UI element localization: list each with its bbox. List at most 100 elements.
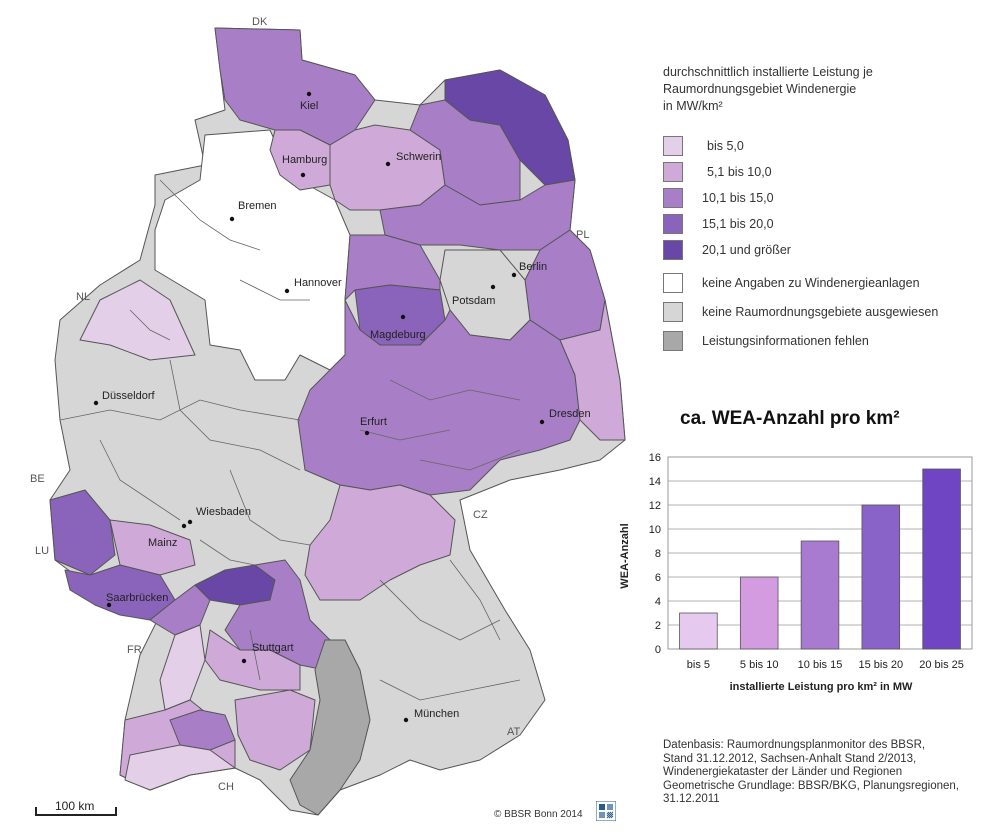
city-dot-hamburg (300, 172, 306, 178)
country-label-ch: CH (218, 781, 234, 793)
country-label-dk: DK (252, 16, 268, 28)
city-dot-dresden (539, 419, 545, 425)
copyright: © BBSR Bonn 2014 (494, 809, 583, 820)
legend-title-line-2: Raumordnungsgebiet Windenergie (663, 82, 857, 96)
chart-category-label: 5 bis 10 (740, 659, 779, 671)
country-label-lu: LU (35, 545, 49, 557)
legend-label: bis 5,0 (707, 139, 744, 153)
city-label-stuttgart: Stuttgart (252, 642, 294, 654)
chart-bar (922, 468, 961, 650)
country-label-nl: NL (76, 291, 90, 303)
chart-ylabel: WEA-Anzahl (619, 523, 631, 588)
country-label-at: AT (507, 726, 521, 738)
city-dot-magdeburg (400, 314, 406, 320)
chart-category-label: 20 bis 25 (919, 659, 964, 671)
city-label-erfurt: Erfurt (360, 416, 387, 428)
legend-swatch (663, 162, 683, 182)
city-label-saarbruecken: Saarbrücken (106, 592, 168, 604)
city-dot-potsdam (490, 284, 496, 290)
city-label-schwerin: Schwerin (396, 151, 441, 163)
legend-swatch (663, 273, 683, 293)
legend-title-line-3: in MW/km² (663, 99, 723, 113)
country-label-cz: CZ (473, 509, 488, 521)
chart-category-label: 15 bis 20 (858, 659, 903, 671)
map-region-bb-north (379, 179, 576, 251)
map-region-stuttgart (204, 629, 301, 691)
legend-label: keine Raumordnungsgebiete ausgewiesen (702, 305, 939, 319)
map-region-wue-south (234, 689, 316, 771)
city-label-wiesbaden: Wiesbaden (196, 506, 251, 518)
chart-bar (861, 504, 901, 650)
city-label-duesseldorf: Düsseldorf (102, 390, 156, 402)
footer-line-1: Datenbasis: Raumordnungsplanmonitor des … (663, 739, 926, 751)
footer-line-2: Stand 31.12.2012, Sachsen-Anhalt Stand 2… (663, 752, 917, 765)
legend-swatch (663, 302, 683, 322)
legend-swatch (663, 214, 683, 234)
scale-bar-line (35, 814, 117, 816)
city-dot-saarbruecken (106, 602, 112, 608)
map-region-white (154, 129, 351, 381)
city-label-dresden: Dresden (549, 408, 591, 420)
legend-label: keine Angaben zu Windenergieanlagen (702, 276, 920, 290)
city-label-kiel: Kiel (300, 100, 318, 112)
scale-bar: 100 km (35, 798, 117, 816)
legend-swatch (663, 331, 683, 351)
chart-ytick-label: 4 (655, 596, 661, 608)
legend-swatch (663, 188, 683, 208)
chart-title: ca. WEA-Anzahl pro km² (680, 408, 900, 429)
bbsr-logo-icon (596, 801, 616, 821)
map-region-franconia (304, 484, 456, 601)
map-region-emsland (79, 279, 196, 361)
city-dot-muenchen (403, 717, 409, 723)
chart-category-label: bis 5 (687, 659, 710, 671)
scale-bar-tick-right (115, 807, 117, 816)
city-dot-berlin (511, 272, 517, 278)
chart-ytick-label: 2 (655, 620, 661, 632)
chart-xlabel: installierte Leistung pro km² in MW (730, 681, 913, 693)
legend-label: 10,1 bis 15,0 (702, 191, 774, 205)
legend-title: durchschnittlich installierte Leistung j… (663, 64, 963, 115)
city-dot-wiesbaden (187, 519, 193, 525)
chart-ytick-label: 8 (655, 548, 661, 560)
city-dot-bremen (229, 216, 235, 222)
country-label-be: BE (30, 473, 45, 485)
chart-bar (739, 576, 779, 650)
chart-ytick-label: 10 (649, 524, 661, 536)
city-dot-erfurt (364, 430, 370, 436)
legend-title-line-1: durchschnittlich installierte Leistung j… (663, 65, 873, 79)
scale-bar-tick-left (35, 807, 37, 816)
legend-label: 5,1 bis 10,0 (707, 165, 772, 179)
chart-ytick-label: 16 (649, 452, 661, 464)
legend-label: Leistungsinformationen fehlen (702, 334, 869, 348)
city-dot-mainz (181, 523, 187, 529)
map-region-dresden (559, 299, 626, 441)
city-dot-kiel (306, 91, 312, 97)
chart-ytick-label: 0 (655, 644, 661, 656)
legend-label: 15,1 bis 20,0 (702, 217, 774, 231)
map-region-hamburg (269, 129, 331, 191)
country-label-fr: FR (127, 644, 142, 656)
chart-ytick-label: 6 (655, 572, 661, 584)
city-dot-hannover (284, 288, 290, 294)
city-label-magdeburg: Magdeburg (370, 329, 426, 341)
city-label-bremen: Bremen (238, 200, 277, 212)
chart-bar (800, 540, 840, 650)
chart-ytick-label: 12 (649, 500, 661, 512)
map-region-hochrhein (124, 744, 236, 791)
legend-swatch (663, 240, 683, 260)
legend-swatch (663, 136, 683, 156)
germany-map: Kiel Hamburg Schwerin Bremen Berlin Hann… (30, 16, 626, 816)
footer-line-5: 31.12.2011 (663, 793, 720, 805)
country-label-pl: PL (576, 229, 589, 241)
city-label-muenchen: München (414, 708, 459, 720)
chart-category-label: 10 bis 15 (798, 659, 843, 671)
footer-line-4: Geometrische Grundlage: BBSR/BKG, Planun… (663, 779, 959, 792)
city-label-potsdam: Potsdam (452, 295, 495, 307)
city-label-berlin: Berlin (519, 261, 547, 273)
city-label-hannover: Hannover (294, 277, 342, 289)
chart-bar (679, 612, 718, 650)
city-dot-duesseldorf (93, 400, 99, 406)
data-source-note: Datenbasis: Raumordnungsplanmonitor des … (663, 739, 959, 807)
city-label-hamburg: Hamburg (282, 154, 327, 166)
map-region-trier (49, 489, 116, 576)
